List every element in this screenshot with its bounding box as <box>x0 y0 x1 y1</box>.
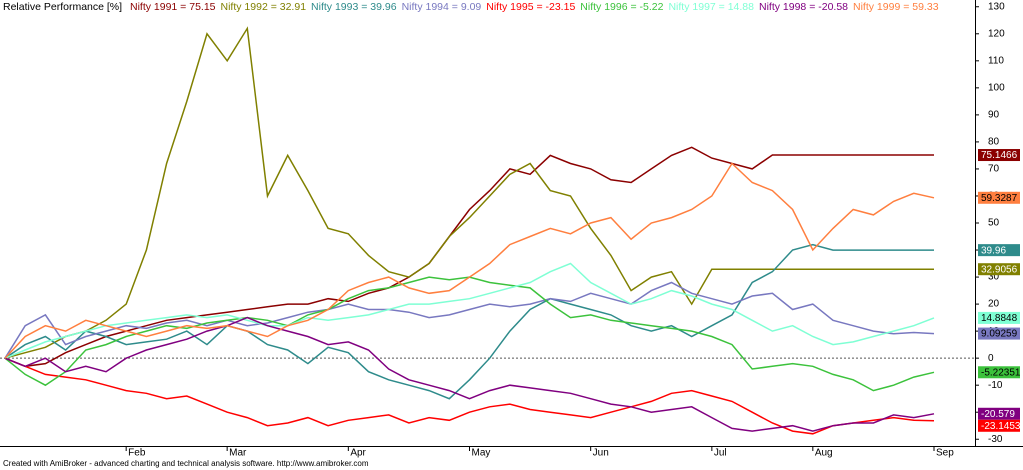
legend-entry: Nifty 1997 = 14.88 <box>668 1 754 13</box>
end-label-text: -20.579 <box>981 409 1015 420</box>
end-label: -5.22351 <box>978 366 1021 378</box>
end-label: 59.3287 <box>978 191 1020 204</box>
end-label: 14.8848 <box>978 311 1020 324</box>
y-tick-label: 0 <box>988 353 994 364</box>
y-tick-label: 110 <box>988 55 1004 66</box>
end-label-text: 14.8848 <box>981 313 1018 324</box>
end-label: 9.09259 <box>978 327 1020 340</box>
y-tick-label: 30 <box>988 272 1000 283</box>
x-tick-label: Jul <box>714 448 727 458</box>
end-label-box <box>978 327 1020 340</box>
end-label-box <box>978 244 1020 257</box>
end-label-box <box>978 149 1020 162</box>
end-label-box <box>978 191 1020 204</box>
x-tick-label: Aug <box>815 448 833 458</box>
y-tick-label: 70 <box>988 164 1000 175</box>
end-label: 32.9056 <box>978 263 1020 275</box>
end-label-text: 39.96 <box>981 245 1006 256</box>
legend-entry: Nifty 1993 = 39.96 <box>311 1 397 13</box>
legend-entry: Nifty 1998 = -20.58 <box>759 1 849 13</box>
legend-entry: Nifty 1995 = -23.15 <box>486 1 576 13</box>
legend-entry: Nifty 1996 = -5.22 <box>580 1 664 13</box>
y-tick-label: -10 <box>988 380 1003 391</box>
end-label: -23.1453 <box>978 419 1021 432</box>
end-label: -20.579 <box>978 407 1020 420</box>
end-label-text: -5.22351 <box>981 367 1021 378</box>
y-tick-label: 80 <box>988 137 1000 148</box>
x-tick-label: Jun <box>593 448 609 458</box>
end-label-box <box>978 366 1020 379</box>
chart-title: Relative Performance [%] <box>3 1 123 13</box>
y-tick-label: 100 <box>988 82 1005 93</box>
footer: Created with AmiBroker - advanced charti… <box>3 459 369 468</box>
legend-entry: Nifty 1999 = 59.33 <box>853 1 939 13</box>
end-label: 39.96 <box>978 244 1020 256</box>
x-tick-label: Apr <box>350 448 366 458</box>
end-label-text: 9.09259 <box>981 329 1018 340</box>
series-line <box>4 243 934 400</box>
x-tick-label: May <box>472 448 491 458</box>
y-tick-label: 90 <box>988 110 1000 121</box>
series-line <box>4 162 935 359</box>
series-line <box>4 26 934 359</box>
series-line <box>4 262 935 359</box>
series-line <box>4 316 935 432</box>
end-label-box <box>978 263 1020 276</box>
y-tick-label: -30 <box>988 434 1003 445</box>
end-label-box <box>978 311 1020 324</box>
series-line <box>4 276 935 392</box>
x-tick-label: Mar <box>229 448 247 458</box>
legend-entry: Nifty 1992 = 32.91 <box>220 1 307 13</box>
end-label-text: 59.3287 <box>981 193 1018 204</box>
legend: Relative Performance [%] Nifty 1991 = 75… <box>3 1 944 14</box>
end-label-box <box>978 419 1020 432</box>
series-line <box>4 357 935 435</box>
end-label-box <box>978 407 1020 420</box>
y-tick-label: 20 <box>988 299 1000 310</box>
series-line <box>4 281 935 359</box>
x-tick-label: Sep <box>936 448 954 458</box>
series-line <box>4 146 934 368</box>
legend-entry: Nifty 1991 = 75.15 <box>129 1 216 13</box>
y-tick-label: 120 <box>988 28 1005 39</box>
legend-entry: Nifty 1994 = 9.09 <box>401 1 482 13</box>
end-label-text: -23.1453 <box>981 421 1021 432</box>
end-label: 75.1466 <box>978 149 1020 161</box>
x-tick-label: Feb <box>128 448 146 458</box>
end-label-text: 75.1466 <box>981 150 1018 161</box>
y-tick-label: 130 <box>988 1 1005 12</box>
y-tick-label: 50 <box>988 218 1000 229</box>
chart: -30-20-100102030405060708090100110120130… <box>0 0 1023 458</box>
end-label-text: 32.9056 <box>981 264 1018 275</box>
